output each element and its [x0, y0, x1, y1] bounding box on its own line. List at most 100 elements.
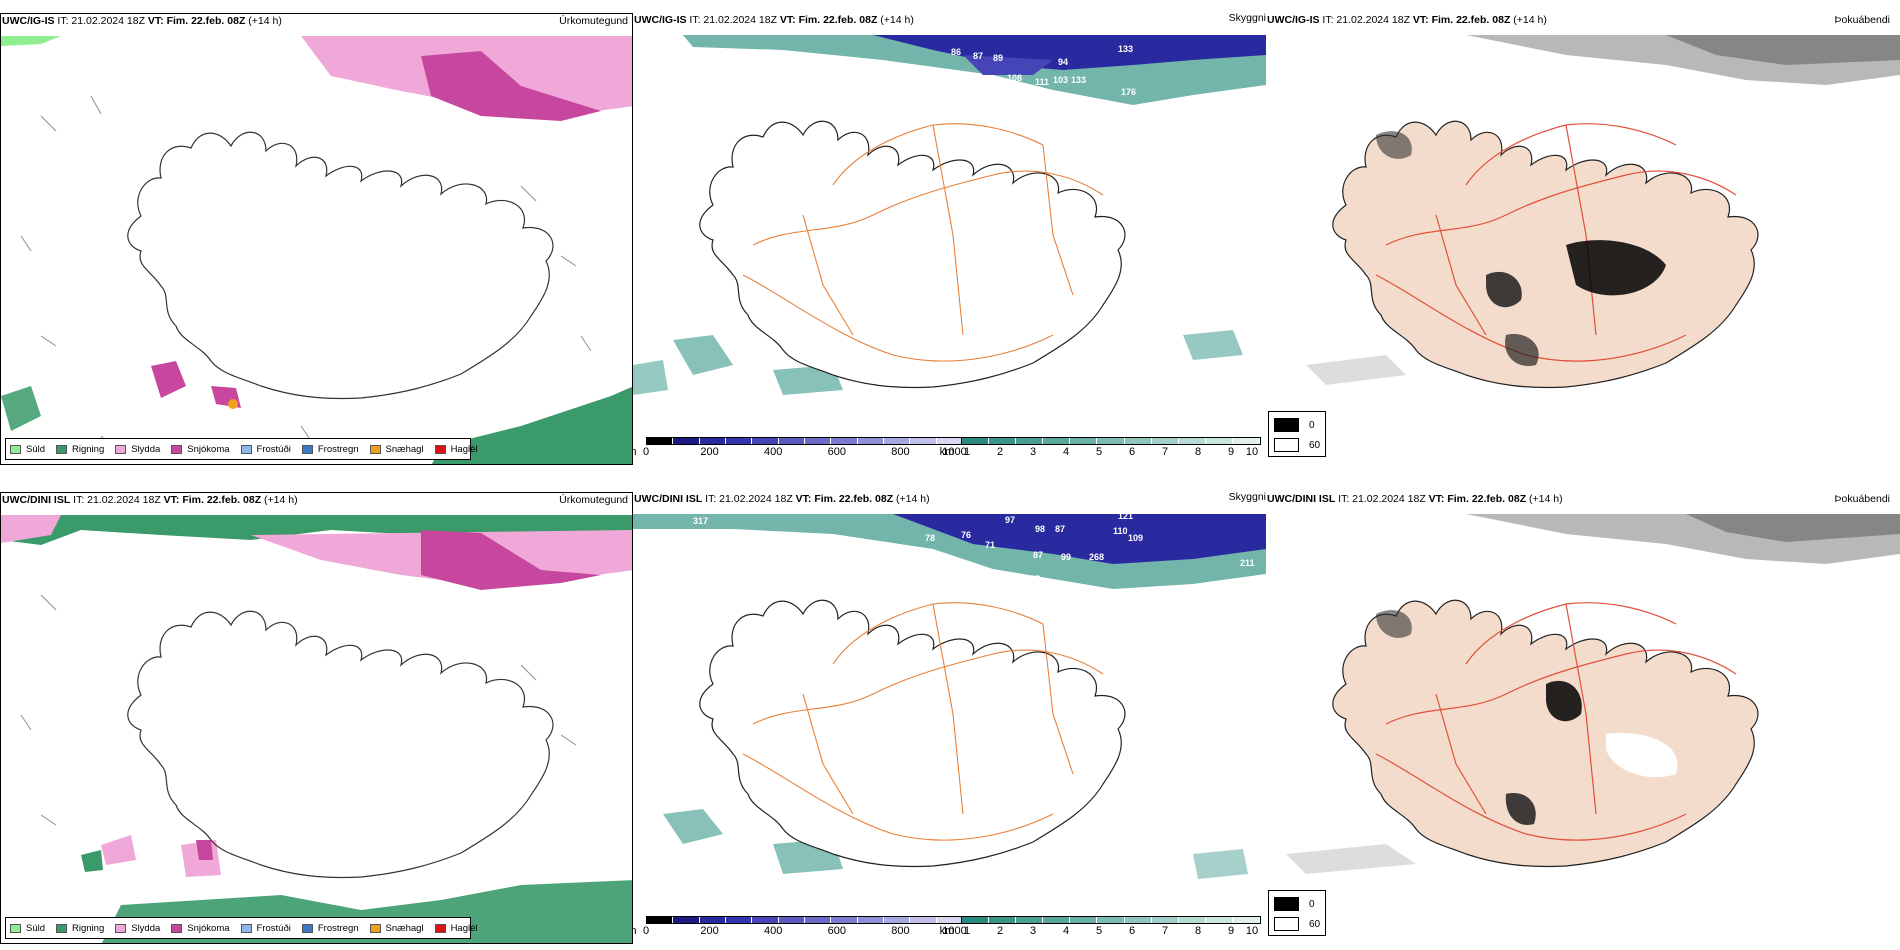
legend-item: Slydda — [115, 923, 160, 934]
legend-item: Rigning — [56, 444, 104, 455]
svg-text:133: 133 — [1118, 44, 1133, 54]
svg-text:110: 110 — [1113, 526, 1128, 536]
legend-item: Frostregn — [301, 923, 359, 934]
scale-color-cell — [1097, 917, 1125, 923]
panel-name: Skyggni — [1228, 492, 1266, 503]
fog-index-legend: 0 60 — [1268, 890, 1326, 936]
fog-index-panel-bottom: UWC/DINI ISL IT: 21.02.2024 18Z VT: Fim.… — [1266, 492, 1900, 944]
panel-title: UWC/IG-IS IT: 21.02.2024 18Z VT: Fim. 22… — [1267, 14, 1547, 26]
scale-ticks: km 1 2 3 4 5 6 7 8 9 10 — [939, 446, 1259, 458]
visibility-scale-km: km 1 2 3 4 5 6 7 8 9 10 — [939, 437, 1261, 460]
panel-title: UWC/DINI ISL IT: 21.02.2024 18Z VT: Fim.… — [2, 494, 298, 506]
precip-map — [1, 515, 632, 943]
svg-text:337: 337 — [1025, 574, 1040, 584]
scale-color-cell — [778, 438, 805, 444]
scale-ticks: m 0 200 400 600 800 1000 — [633, 446, 967, 458]
visibility-map: 317 97 121 98 87 110 78 76 109 71 87 99 … — [633, 514, 1266, 909]
legend-item: Snæhagl — [369, 444, 424, 455]
scale-color-cell — [752, 438, 779, 444]
panel-title: UWC/IG-IS IT: 21.02.2024 18Z VT: Fim. 22… — [2, 15, 282, 27]
scale-color-cell — [1016, 917, 1044, 923]
scale-color-cell — [804, 917, 832, 923]
scale-ticks: m 0 200 400 600 800 1000 — [633, 925, 967, 937]
scale-color-cell — [831, 917, 858, 923]
scale-color-cell — [673, 917, 700, 923]
legend-item: Rigning — [56, 923, 104, 934]
legend-item: Frostúði — [240, 923, 291, 934]
precip-type-panel-bottom: UWC/DINI ISL IT: 21.02.2024 18Z VT: Fim.… — [0, 492, 633, 944]
legend-item: Snæhagl — [369, 923, 424, 934]
svg-text:87: 87 — [1033, 550, 1043, 560]
legend-item: Slydda — [115, 444, 160, 455]
scale-color-cell — [857, 917, 884, 923]
svg-text:108: 108 — [1007, 73, 1022, 83]
svg-text:71: 71 — [985, 540, 995, 550]
scale-color-cell — [962, 917, 990, 923]
scale-color-cell — [699, 438, 726, 444]
scale-ticks: km 1 2 3 4 5 6 7 8 9 10 — [939, 925, 1259, 937]
scale-color-cell — [936, 438, 963, 444]
scale-color-cell — [857, 438, 884, 444]
panel-title: UWC/DINI ISL IT: 21.02.2024 18Z VT: Fim.… — [1267, 493, 1563, 505]
scale-color-cell — [778, 917, 805, 923]
panel-name: Úrkomutegund — [559, 494, 628, 506]
svg-text:109: 109 — [1128, 533, 1143, 543]
scale-color-cell — [962, 438, 990, 444]
svg-text:176: 176 — [1121, 87, 1136, 97]
scale-color-cell — [989, 438, 1017, 444]
precip-type-legend: Súld Rigning Slydda Snjókoma Frostúði Fr… — [5, 917, 478, 939]
scale-colorbar — [646, 916, 964, 924]
fog-index-legend: 0 60 — [1268, 411, 1326, 457]
scale-color-cell — [1205, 917, 1233, 923]
scale-color-cell — [1232, 438, 1261, 444]
legend-item: Snjókoma — [171, 444, 230, 455]
visibility-scale-km: km 1 2 3 4 5 6 7 8 9 10 — [939, 916, 1261, 939]
scale-color-cell — [725, 917, 753, 923]
scale-color-cell — [989, 917, 1017, 923]
svg-text:86: 86 — [951, 47, 961, 57]
svg-text:99: 99 — [1061, 552, 1071, 562]
svg-text:133: 133 — [1071, 75, 1086, 85]
scale-color-cell — [647, 917, 674, 923]
scale-color-cell — [725, 438, 753, 444]
scale-color-cell — [752, 917, 779, 923]
visibility-panel-top: UWC/IG-IS IT: 21.02.2024 18Z VT: Fim. 22… — [633, 13, 1266, 465]
legend-item: Haglél — [434, 923, 478, 934]
scale-color-cell — [831, 438, 858, 444]
svg-text:87: 87 — [1055, 524, 1065, 534]
legend-item: Frostregn — [301, 444, 359, 455]
scale-color-cell — [1232, 917, 1261, 923]
panel-name: Skyggni — [1228, 13, 1266, 24]
precip-type-panel-top: UWC/IG-IS IT: 21.02.2024 18Z VT: Fim. 22… — [0, 13, 633, 465]
svg-text:97: 97 — [1005, 515, 1015, 525]
scale-color-cell — [804, 438, 832, 444]
legend-item: Frostúði — [240, 444, 291, 455]
svg-text:94: 94 — [1058, 57, 1068, 67]
visibility-scale-m: m 0 200 400 600 800 1000 — [633, 916, 967, 939]
scale-color-cell — [1124, 438, 1152, 444]
panel-name: Úrkomutegund — [559, 15, 628, 27]
scale-color-cell — [910, 438, 937, 444]
scale-color-cell — [1178, 917, 1206, 923]
svg-text:268: 268 — [1089, 552, 1104, 562]
svg-text:98: 98 — [1035, 524, 1045, 534]
scale-color-cell — [1070, 438, 1098, 444]
legend-item: Haglél — [434, 444, 478, 455]
scale-color-cell — [699, 917, 726, 923]
legend-item: Snjókoma — [171, 923, 230, 934]
panel-name: Þokuábendi — [1834, 14, 1890, 26]
scale-color-cell — [1097, 438, 1125, 444]
scale-color-cell — [883, 917, 911, 923]
scale-color-cell — [936, 917, 963, 923]
scale-color-cell — [1043, 438, 1071, 444]
panel-title: UWC/DINI ISL IT: 21.02.2024 18Z VT: Fim.… — [634, 493, 930, 505]
svg-text:121: 121 — [1118, 514, 1133, 521]
precip-map — [1, 36, 632, 464]
fog-index-panel-top: UWC/IG-IS IT: 21.02.2024 18Z VT: Fim. 22… — [1266, 13, 1900, 465]
scale-color-cell — [1043, 917, 1071, 923]
scale-color-cell — [1205, 438, 1233, 444]
scale-color-cell — [1016, 438, 1044, 444]
svg-text:317: 317 — [693, 516, 708, 526]
svg-text:78: 78 — [925, 533, 935, 543]
scale-color-cell — [1070, 917, 1098, 923]
